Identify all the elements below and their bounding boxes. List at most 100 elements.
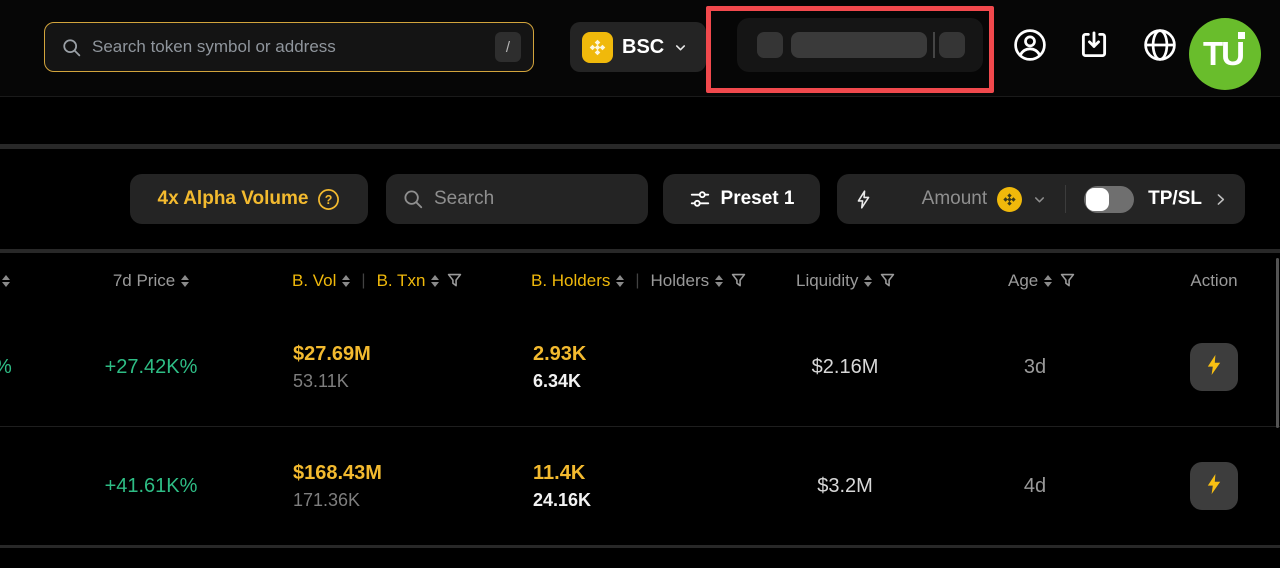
table-bottom-divider: [0, 545, 1280, 548]
b-txn-value: 171.36K: [293, 489, 361, 510]
tpsl-toggle[interactable]: [1084, 185, 1135, 213]
clipped-change-value: %: [0, 308, 12, 426]
table-row[interactable]: +41.61K% $168.43M 171.36K 11.4K 24.16K $…: [0, 427, 1280, 545]
toggle-knob: [1086, 187, 1110, 211]
column-header-action: Action: [1178, 253, 1250, 308]
chevron-down-icon[interactable]: [1032, 192, 1047, 207]
skeleton-divider: [933, 32, 935, 58]
cell-7d-price: +27.42K%: [70, 308, 232, 426]
section-divider: [0, 144, 1280, 149]
column-header-age[interactable]: Age: [1008, 253, 1077, 308]
b-holders-value: 2.93K: [533, 342, 587, 365]
download-tray-icon: [1077, 28, 1111, 67]
liquidity-value: $2.16M: [811, 355, 879, 378]
holders-value: 24.16K: [533, 489, 592, 510]
price-change-value: +27.42K%: [104, 355, 198, 378]
sort-icon[interactable]: [1044, 274, 1053, 287]
token-search-input[interactable]: [92, 37, 495, 57]
header-label: Liquidity: [796, 270, 859, 290]
header-label-b-txn[interactable]: B. Txn: [376, 270, 426, 290]
cell-bholders-holders: 2.93K 6.34K: [533, 308, 693, 426]
column-header-bvol-btxn: B. Vol | B. Txn: [292, 253, 464, 308]
quick-buy-button[interactable]: [1190, 462, 1238, 510]
token-search-box[interactable]: /: [44, 22, 534, 72]
b-vol-value: $168.43M: [293, 461, 382, 484]
wallet-skeleton-placeholder: [737, 18, 983, 72]
cell-liquidity: $3.2M: [770, 427, 920, 545]
sort-icon[interactable]: [2, 274, 10, 287]
holders-value: 6.34K: [533, 370, 582, 391]
lightning-icon: [1202, 472, 1226, 501]
language-button[interactable]: [1142, 27, 1178, 68]
table-row[interactable]: % +27.42K% $27.69M 53.11K 2.93K 6.34K $2…: [0, 308, 1280, 427]
sort-icon[interactable]: [715, 274, 724, 287]
amount-label: Amount: [921, 188, 988, 209]
quick-buy-settings: Amount TP/SL: [837, 174, 1245, 224]
age-value: 3d: [1023, 355, 1047, 378]
sort-icon[interactable]: [342, 274, 351, 287]
skeleton-box-left: [757, 32, 783, 58]
tpsl-label: TP/SL: [1148, 188, 1202, 209]
column-header-liquidity[interactable]: Liquidity: [796, 253, 897, 308]
skeleton-box-right: [939, 32, 965, 58]
quick-buy-button[interactable]: [1190, 343, 1238, 391]
b-holders-value: 11.4K: [533, 461, 586, 484]
header-label-holders[interactable]: Holders: [650, 270, 710, 290]
lightning-icon: [853, 189, 874, 210]
age-value: 4d: [1023, 474, 1047, 497]
tu-logo[interactable]: TU: [1189, 18, 1261, 90]
header-separator: |: [635, 271, 640, 289]
header-label: Age: [1008, 270, 1039, 290]
profile-button[interactable]: [1012, 27, 1048, 68]
chevron-right-icon[interactable]: [1212, 191, 1229, 208]
header-label: 7d Price: [112, 270, 176, 290]
price-change-value: +41.61K%: [104, 474, 198, 497]
chain-label: BSC: [622, 35, 665, 58]
search-icon: [61, 37, 82, 58]
cell-age: 3d: [970, 308, 1100, 426]
globe-icon: [1142, 27, 1178, 68]
user-circle-icon: [1012, 27, 1048, 68]
header-label-b-holders[interactable]: B. Holders: [531, 270, 611, 290]
deposit-button[interactable]: [1076, 29, 1112, 65]
preset-button[interactable]: Preset 1: [663, 174, 820, 224]
cell-bholders-holders: 11.4K 24.16K: [533, 427, 693, 545]
scrollbar-thumb[interactable]: [1276, 258, 1279, 428]
cell-bvol-btxn: $27.69M 53.11K: [293, 308, 473, 426]
sort-icon[interactable]: [431, 274, 440, 287]
header-separator: |: [361, 271, 366, 289]
cell-age: 4d: [970, 427, 1100, 545]
bnb-coin-icon[interactable]: [997, 186, 1023, 212]
filter-icon[interactable]: [729, 271, 748, 290]
slash-shortcut-key: /: [495, 32, 521, 62]
column-header-7d-price[interactable]: 7d Price: [70, 253, 232, 308]
svg-text:?: ?: [325, 192, 333, 206]
table-search-box[interactable]: [386, 174, 679, 224]
table-search-input[interactable]: [434, 188, 679, 210]
chain-selector[interactable]: BSC: [570, 22, 706, 72]
preset-label: Preset 1: [720, 188, 795, 209]
tu-logo-text: TU: [1203, 35, 1245, 72]
divider: [1065, 185, 1067, 213]
sort-icon[interactable]: [616, 274, 625, 287]
column-header-bholders-holders: B. Holders | Holders: [531, 253, 748, 308]
filter-icon[interactable]: [878, 271, 897, 290]
b-txn-value: 53.11K: [293, 370, 349, 391]
filter-icon[interactable]: [1058, 271, 1077, 290]
top-bar: / BSC: [0, 0, 1280, 97]
help-icon[interactable]: ?: [317, 188, 340, 211]
tu-logo-dot: [1238, 32, 1245, 39]
table-header-row: 7d Price B. Vol | B. Txn B. Holders | Ho…: [0, 253, 1280, 308]
sort-icon[interactable]: [864, 274, 873, 287]
cell-liquidity: $2.16M: [770, 308, 920, 426]
header-label: Action: [1190, 270, 1238, 290]
liquidity-value: $3.2M: [817, 474, 873, 497]
sliders-icon: [689, 188, 711, 210]
filter-icon[interactable]: [445, 271, 464, 290]
header-label-b-vol[interactable]: B. Vol: [292, 270, 337, 290]
cell-bvol-btxn: $168.43M 171.36K: [293, 427, 473, 545]
sort-icon[interactable]: [181, 274, 190, 287]
lightning-icon: [1202, 353, 1226, 382]
alpha-volume-filter-button[interactable]: 4x Alpha Volume ?: [130, 174, 368, 224]
